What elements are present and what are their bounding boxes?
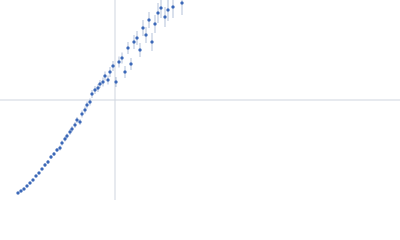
point <box>106 78 110 82</box>
point <box>90 92 94 96</box>
point <box>52 152 56 156</box>
point <box>63 137 67 141</box>
point <box>147 18 151 22</box>
point <box>103 74 107 78</box>
point <box>156 11 160 15</box>
point <box>31 178 35 182</box>
point <box>60 141 64 145</box>
point <box>25 184 29 188</box>
point <box>34 174 38 178</box>
point <box>19 189 23 193</box>
point <box>78 120 82 124</box>
point <box>101 80 105 84</box>
point <box>80 112 84 116</box>
point <box>46 160 50 164</box>
point <box>85 103 89 107</box>
point <box>75 118 79 122</box>
point <box>166 8 170 12</box>
point <box>28 181 32 185</box>
point <box>138 48 142 52</box>
point <box>111 64 115 68</box>
point <box>171 5 175 9</box>
point <box>117 60 121 64</box>
point <box>68 130 72 134</box>
point <box>141 26 145 30</box>
point <box>163 15 167 19</box>
point <box>150 40 154 44</box>
point <box>126 46 130 50</box>
point <box>49 155 53 159</box>
point <box>144 33 148 37</box>
point <box>129 62 133 66</box>
point <box>73 123 77 127</box>
chart <box>0 0 400 200</box>
point <box>132 40 136 44</box>
point <box>123 70 127 74</box>
point <box>22 187 26 191</box>
point <box>16 191 20 195</box>
point <box>114 80 118 84</box>
point <box>88 100 92 104</box>
point <box>37 171 41 175</box>
point <box>55 148 59 152</box>
point <box>98 82 102 86</box>
point <box>120 56 124 60</box>
point <box>70 127 74 131</box>
point <box>93 88 97 92</box>
point <box>159 6 163 10</box>
point <box>83 108 87 112</box>
point <box>180 1 184 5</box>
point <box>65 134 69 138</box>
point <box>96 86 100 90</box>
point <box>108 70 112 74</box>
point <box>58 146 62 150</box>
point <box>135 36 139 40</box>
point <box>40 167 44 171</box>
point <box>43 163 47 167</box>
point <box>153 22 157 26</box>
